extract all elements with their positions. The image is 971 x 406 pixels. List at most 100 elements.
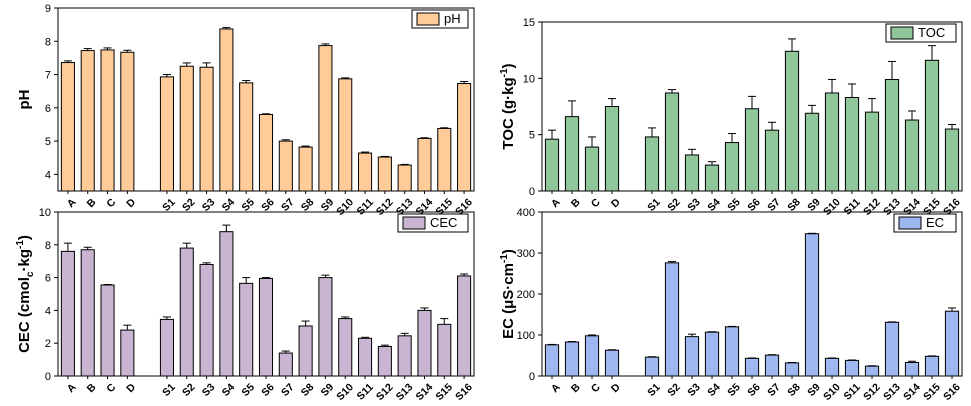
bar-s11 <box>358 152 373 192</box>
x-tick-label-d: D <box>609 196 623 210</box>
legend-swatch <box>898 216 922 230</box>
bar-s5 <box>724 326 740 377</box>
bar-d <box>120 329 135 377</box>
x-tick-label-s14: S14 <box>414 381 436 403</box>
y-axis-label: EC (μS·cm-1) <box>499 249 517 339</box>
x-tick-label-s9: S9 <box>319 381 337 399</box>
x-tick-label-a: A <box>65 196 79 210</box>
bar-s4 <box>704 164 720 192</box>
x-tick-label-s13: S13 <box>394 381 416 403</box>
x-tick-label-s5: S5 <box>725 196 743 214</box>
bar-s4 <box>704 331 720 377</box>
x-tick-label-s4: S4 <box>705 381 723 399</box>
bar-s8 <box>784 362 800 377</box>
bar-s1 <box>159 76 174 192</box>
bar-s2 <box>664 92 680 192</box>
y-tick-label: 2 <box>45 338 51 350</box>
x-tick-label-s8: S8 <box>785 196 803 214</box>
bar-a <box>544 138 560 192</box>
x-tick-label-s7: S7 <box>279 196 297 214</box>
x-tick-label-s9: S9 <box>319 196 337 214</box>
bar-a <box>60 62 75 192</box>
y-tick-label: 8 <box>45 36 51 48</box>
y-tick-label: 6 <box>45 103 51 115</box>
y-tick-label: 0 <box>45 371 51 383</box>
x-tick-label-s1: S1 <box>645 381 663 399</box>
bar-d <box>604 349 620 377</box>
x-tick-label-d: D <box>124 196 138 210</box>
y-axis-label: CEC (cmolc·kg-1) <box>15 235 36 353</box>
x-tick-label-a: A <box>549 196 563 210</box>
bar-c <box>100 284 115 377</box>
bar-b <box>564 341 580 377</box>
bar-s10 <box>338 318 353 377</box>
bar-s7 <box>278 352 293 377</box>
bar-s14 <box>417 137 432 192</box>
x-tick-label-s12: S12 <box>374 196 396 218</box>
bar-s11 <box>844 96 860 192</box>
bar-s12 <box>864 365 880 377</box>
bar-s7 <box>278 140 293 192</box>
x-tick-label-s6: S6 <box>259 196 277 214</box>
bar-s3 <box>684 336 700 377</box>
y-tick-label: 8 <box>45 240 51 252</box>
bar-d <box>120 51 135 192</box>
x-tick-label-s16: S16 <box>941 381 963 403</box>
bar-s10 <box>824 92 840 192</box>
y-tick-label: 7 <box>45 70 51 82</box>
x-tick-label-s4: S4 <box>220 196 238 214</box>
bar-s5 <box>239 82 254 192</box>
bar-c <box>584 146 600 192</box>
x-tick-label-c: C <box>589 381 603 395</box>
x-tick-label-s10: S10 <box>821 381 843 403</box>
y-tick-label: 400 <box>517 207 535 219</box>
y-tick-label: 300 <box>517 248 535 260</box>
x-tick-label-a: A <box>549 381 563 395</box>
x-tick-label-s2: S2 <box>180 196 198 214</box>
x-tick-label-s1: S1 <box>645 196 663 214</box>
x-tick-label-s14: S14 <box>901 381 923 403</box>
bar-s13 <box>397 164 412 192</box>
bar-s6 <box>744 357 760 377</box>
y-tick-label: 15 <box>523 17 535 29</box>
x-tick-label-s7: S7 <box>765 381 783 399</box>
bar-b <box>80 249 95 377</box>
x-tick-label-s7: S7 <box>765 196 783 214</box>
x-tick-label-s6: S6 <box>745 196 763 214</box>
y-axis-label: TOC (g·kg-1) <box>499 63 517 149</box>
x-tick-label-s13: S13 <box>881 381 903 403</box>
bar-s12 <box>377 156 392 192</box>
bar-s1 <box>644 356 660 377</box>
y-tick-label: 9 <box>45 3 51 15</box>
bar-s15 <box>924 59 940 192</box>
bar-s8 <box>298 146 313 192</box>
bar-s5 <box>239 282 254 377</box>
y-tick-label: 10 <box>523 73 535 85</box>
x-tick-label-s10: S10 <box>821 196 843 218</box>
x-tick-label-d: D <box>124 381 138 395</box>
x-tick-label-s3: S3 <box>685 381 703 399</box>
y-tick-label: 5 <box>45 136 51 148</box>
bar-s7 <box>764 354 780 377</box>
x-tick-label-s1: S1 <box>160 196 178 214</box>
legend-swatch <box>890 26 914 40</box>
y-tick-label: 0 <box>529 371 535 383</box>
x-tick-label-d: D <box>609 381 623 395</box>
y-tick-label: 4 <box>45 305 51 317</box>
bar-s14 <box>904 119 920 192</box>
x-tick-label-s12: S12 <box>374 381 396 403</box>
y-axis-label: pH <box>16 90 33 110</box>
bar-s9 <box>804 233 820 377</box>
x-tick-label-c: C <box>104 381 118 395</box>
x-tick-label-b: B <box>569 381 583 395</box>
x-tick-label-s1: S1 <box>160 381 178 399</box>
x-tick-label-s15: S15 <box>433 381 455 403</box>
x-tick-label-c: C <box>104 196 118 210</box>
bar-s8 <box>298 325 313 377</box>
x-tick-label-s16: S16 <box>453 381 475 403</box>
